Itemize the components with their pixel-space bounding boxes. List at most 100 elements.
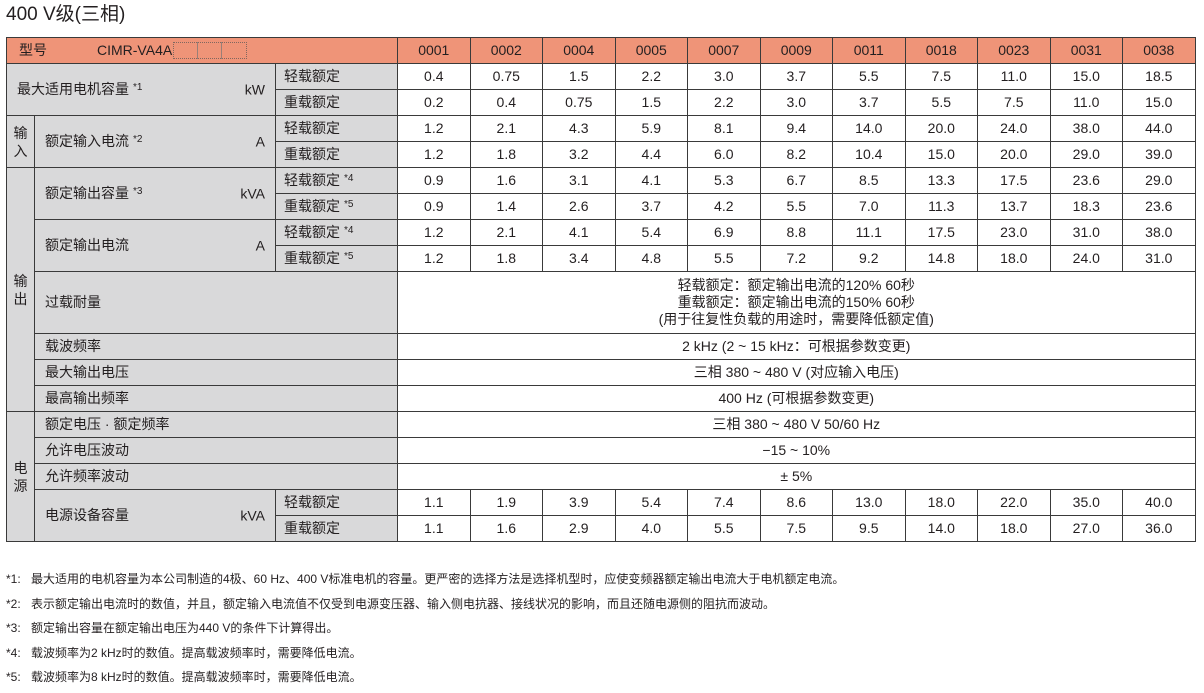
voltage_fluctuation-value: −15 ~ 10% — [397, 437, 1196, 464]
model-suffix-placeholder — [173, 42, 248, 60]
section-label-output: 输出 — [13, 272, 28, 307]
column-header-0005: 0005 — [614, 37, 689, 64]
value-cell: 14.0 — [904, 515, 979, 542]
max_output_freq-label-cell: 最高输出频率 — [33, 385, 399, 412]
value-cell: 1.8 — [469, 141, 544, 168]
value-cell: 14.0 — [832, 115, 906, 142]
voltage_fluctuation-label: 允许电压波动 — [45, 442, 129, 458]
overload-row: 过载耐量 轻载额定：额定输出电流的120% 60秒 重载额定：额定输出电流的150%… — [7, 271, 1196, 334]
rating-label-heavy: 重载额定 — [284, 520, 340, 536]
value-cell: 20.0 — [904, 115, 979, 142]
value-cell: 9.5 — [832, 515, 906, 542]
overload-label-cell: 过载耐量 — [33, 271, 399, 334]
carrier_freq-row: 载波频率 2 kHz (2 ~ 15 kHz：可根据参数变更) — [7, 333, 1196, 360]
value-cell: 11.3 — [904, 193, 979, 220]
value-cell: 5.5 — [687, 245, 761, 272]
value-cell: 10.4 — [832, 141, 906, 168]
value-cell: 20.0 — [977, 141, 1051, 168]
value-cell: 18.3 — [1049, 193, 1124, 220]
rating-label-light: 轻载额定 — [284, 120, 340, 136]
value-cell: 0.9 — [397, 167, 471, 194]
value-cell: 8.2 — [759, 141, 834, 168]
output_capacity-unit: kVA — [240, 185, 265, 201]
footnote-text: 载波频率为2 kHz时的数值。提高载波频率时，需要降低电流。 — [31, 645, 362, 660]
motor_capacity-light-row: 最大适用电机容量 *1 kW 轻载额定 0.4 0.75 1.5 2.2 3.0 3.7 5.5 7.… — [6, 63, 1196, 116]
column-header-0009: 0009 — [759, 37, 834, 64]
page-title: 400 V级(三相) — [6, 4, 126, 25]
value-cell: 4.1 — [614, 167, 689, 194]
section-input: 输入 — [6, 115, 35, 168]
value-cell: 39.0 — [1122, 141, 1196, 168]
output_capacity-heavy-row: 重载额定 *5 0.9 1.4 2.6 3.7 4.2 5.5 7.0 11.3 13.7 18.3 2… — [7, 193, 1196, 220]
motor_capacity-label-cell: 最大适用电机容量 *1 kW — [6, 63, 276, 116]
freq_fluctuation-label: 允许频率波动 — [45, 468, 129, 484]
value-cell: 0.75 — [469, 63, 544, 90]
header-row: 型号 CIMR-VA4A 0001 0002 0004 0005 0007 0009 0011 0… — [5, 37, 1196, 64]
value-cell: 6.0 — [687, 141, 761, 168]
value-cell: 11.1 — [832, 219, 906, 246]
value-cell: 7.2 — [759, 245, 834, 272]
motor_capacity-unit: kW — [244, 81, 265, 97]
footnote-mark: *2: — [6, 596, 21, 611]
value-cell: 6.7 — [759, 167, 834, 194]
model-code: CIMR-VA4A — [97, 41, 173, 58]
rating-light: 轻载额定 *4 — [274, 167, 399, 194]
footnote-text: 表示额定输出电流时的数值，并且，额定输入电流值不仅受到电源变压器、输入侧电抗器、… — [31, 596, 776, 611]
value-cell: 1.6 — [469, 167, 544, 194]
motor_capacity-heavy-row: 重载额定 0.2 0.4 0.75 1.5 2.2 3.0 3.7 5.5 7.5 11.0 15.0 — [7, 89, 1196, 116]
value-cell: 31.0 — [1122, 245, 1196, 272]
overload-label: 过载耐量 — [45, 294, 101, 310]
model-header: 型号 CIMR-VA4A — [5, 37, 399, 64]
value-cell: 38.0 — [1122, 219, 1196, 246]
value-cell: 2.2 — [614, 63, 689, 90]
value-cell: 1.2 — [397, 219, 471, 246]
value-cell: 18.0 — [904, 489, 979, 516]
value-cell: 17.5 — [977, 167, 1051, 194]
value-cell: 36.0 — [1122, 515, 1196, 542]
output_current-unit: A — [255, 237, 265, 253]
footnote-text: 最大适用的电机容量为本公司制造的4极、60 Hz、400 V标准电机的容量。更严… — [31, 572, 845, 586]
freq_fluctuation-value: ± 5% — [397, 463, 1196, 490]
max_output_voltage-row: 最大输出电压 三相 380 ~ 480 V (对应输入电压) — [7, 359, 1196, 386]
output_capacity-label: 额定输出容量 — [45, 185, 129, 201]
footnote-mark: *1: — [6, 572, 21, 586]
footnote-text: 额定输出容量在额定输出电压为440 V的条件下计算得出。 — [31, 621, 339, 635]
rating-light: 轻载额定 — [274, 115, 399, 142]
rated_voltage_freq-label-cell: 额定电压 · 额定频率 — [33, 411, 399, 438]
rating-label-heavy: 重载额定 — [284, 146, 340, 162]
value-cell: 7.5 — [759, 515, 834, 542]
rated_voltage_freq-label: 额定电压 · 额定频率 — [45, 416, 170, 432]
max_output_freq-label: 最高输出频率 — [45, 390, 129, 406]
rating-label-heavy: 重载额定 — [284, 198, 340, 214]
value-cell: 5.4 — [614, 489, 689, 516]
column-header-0038: 0038 — [1122, 37, 1196, 64]
value-cell: 2.9 — [542, 515, 616, 542]
footnote: *4: 载波频率为2 kHz时的数值。提高载波频率时，需要降低电流。 — [6, 644, 844, 669]
value-cell: 0.4 — [469, 89, 544, 116]
value-cell: 4.3 — [542, 115, 616, 142]
value-cell: 6.9 — [687, 219, 761, 246]
output_capacity-light-row: 输出 额定输出容量 *3 kVA 轻载额定 *4 0.9 1.6 3.1 4.1 5.3 6.7 8.5… — [6, 167, 1196, 412]
input_current-note: *2 — [133, 134, 143, 145]
value-cell: 23.6 — [1049, 167, 1124, 194]
value-cell: 11.0 — [1049, 89, 1124, 116]
rating-heavy: 重载额定 — [274, 141, 399, 168]
value-cell: 23.6 — [1122, 193, 1196, 220]
column-header-0001: 0001 — [397, 37, 471, 64]
value-cell: 7.5 — [904, 63, 979, 90]
section-label-input: 输入 — [13, 124, 28, 159]
value-cell: 2.6 — [542, 193, 616, 220]
value-cell: 18.5 — [1122, 63, 1196, 90]
value-cell: 5.9 — [614, 115, 689, 142]
footnote-mark: *3: — [6, 621, 21, 635]
footnote: *5: 载波频率为8 kHz时的数值。提高载波频率时，需要降低电流。 — [6, 668, 844, 693]
power_capacity-heavy-row: 重载额定 1.1 1.6 2.9 4.0 5.5 7.5 9.5 14.0 18.0 27.0 36.… — [7, 515, 1196, 542]
value-cell: 2.1 — [469, 115, 544, 142]
rating-heavy: 重载额定 *5 — [274, 193, 399, 220]
value-cell: 9.4 — [759, 115, 834, 142]
value-cell: 13.7 — [977, 193, 1051, 220]
value-cell: 3.4 — [542, 245, 616, 272]
value-cell: 2.1 — [469, 219, 544, 246]
voltage_fluctuation-row: 允许电压波动 −15 ~ 10% — [7, 437, 1196, 464]
power_capacity-label: 电源设备容量 — [45, 507, 129, 523]
